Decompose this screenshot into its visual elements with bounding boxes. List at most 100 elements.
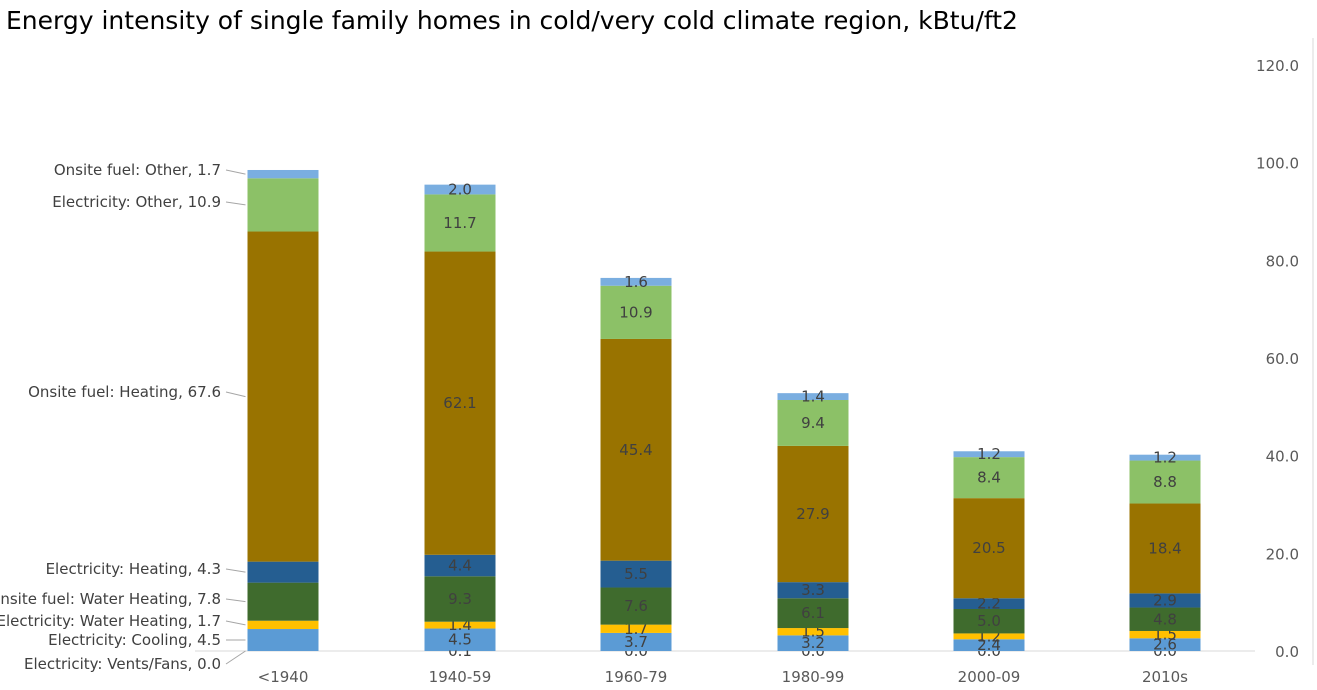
data-label: 2.0 <box>448 181 472 199</box>
data-label: 1.2 <box>977 445 1001 463</box>
bar-segment <box>1129 460 1201 504</box>
series-annotation: Electricity: Cooling, 4.5 <box>48 631 221 649</box>
data-label: 8.4 <box>977 469 1001 487</box>
annotation-leader-line <box>225 201 246 206</box>
bar-segment <box>777 393 849 400</box>
data-label: 20.5 <box>972 539 1005 557</box>
x-tick-label: <1940 <box>258 668 309 686</box>
y-tick-label: 40.0 <box>1266 448 1299 466</box>
data-label: 6.1 <box>801 604 825 622</box>
x-tick-label: 1980-99 <box>782 668 845 686</box>
annotation-leader-line <box>225 391 246 398</box>
annotation-leader-line <box>225 169 246 175</box>
y-tick-label: 80.0 <box>1266 252 1299 270</box>
bar-segment <box>247 620 319 630</box>
y-tick-label: 20.0 <box>1266 545 1299 563</box>
bar-segment <box>953 598 1025 610</box>
bar-segment <box>1129 454 1201 461</box>
chart-title: Energy intensity of single family homes … <box>6 6 1018 35</box>
bar-segment <box>953 609 1025 634</box>
series-annotation: Onsite fuel: Heating, 67.6 <box>28 383 221 401</box>
annotation-leader-line <box>225 620 246 626</box>
x-tick-label: 1940-59 <box>429 668 492 686</box>
bar-segment <box>953 639 1025 651</box>
data-label: 5.5 <box>624 565 648 583</box>
data-label: 2.2 <box>977 595 1001 613</box>
series-annotation: Electricity: Water Heating, 1.7 <box>0 612 221 630</box>
bar-segment <box>953 451 1025 458</box>
bar-segment <box>777 582 849 599</box>
data-label: 2.6 <box>1153 636 1177 654</box>
bar-segment <box>953 633 1025 640</box>
bar-segment <box>777 399 849 446</box>
data-label: 10.9 <box>619 303 652 321</box>
y-tick-label: 0.0 <box>1275 643 1299 661</box>
data-label: 27.9 <box>796 505 829 523</box>
data-label: 5.0 <box>977 612 1001 630</box>
data-label: 4.5 <box>448 631 472 649</box>
bar-segment <box>600 277 672 286</box>
bar-segment <box>424 576 496 622</box>
series-annotation: Onsite fuel: Other, 1.7 <box>54 161 221 179</box>
data-label: 3.7 <box>624 633 648 651</box>
data-label: 3.2 <box>801 634 825 652</box>
bar-segment <box>777 445 849 583</box>
bar-segment <box>247 561 319 583</box>
bar-segment <box>953 498 1025 599</box>
data-label: 1.2 <box>1153 449 1177 467</box>
bar-segment <box>247 231 319 562</box>
bar-segment <box>424 184 496 195</box>
y-tick-label: 120.0 <box>1256 57 1299 75</box>
data-label: 11.7 <box>443 214 476 232</box>
bar-segment <box>600 560 672 588</box>
bar-segment <box>600 624 672 633</box>
bar-segment <box>600 632 672 651</box>
bar-segment <box>1129 607 1201 631</box>
y-tick-label: 100.0 <box>1256 155 1299 173</box>
data-label: 2.9 <box>1153 591 1177 609</box>
data-label: 4.8 <box>1153 610 1177 628</box>
x-tick-label: 2000-09 <box>958 668 1021 686</box>
bar-segment <box>1129 593 1201 608</box>
annotation-leader-line <box>225 568 246 573</box>
x-tick-label: 1960-79 <box>605 668 668 686</box>
bar-segment <box>424 621 496 629</box>
bar-segment <box>777 598 849 629</box>
data-label: 1.4 <box>801 388 825 406</box>
series-annotation: Onsite fuel: Water Heating, 7.8 <box>0 590 221 608</box>
bar-segment <box>424 194 496 252</box>
series-annotation: Electricity: Other, 10.9 <box>52 193 221 211</box>
x-tick-label: 2010s <box>1142 668 1188 686</box>
bar-segment <box>424 628 496 651</box>
bar-segment <box>600 285 672 339</box>
bar-segment <box>247 169 319 179</box>
bar-segment <box>247 582 319 621</box>
y-tick-label: 60.0 <box>1266 350 1299 368</box>
data-label: 1.6 <box>624 273 648 291</box>
data-label: 7.6 <box>624 597 648 615</box>
bar-segment <box>600 587 672 625</box>
data-label: 62.1 <box>443 394 476 412</box>
series-annotation: Electricity: Heating, 4.3 <box>46 560 221 578</box>
bar-segment <box>424 554 496 577</box>
bar-segment <box>777 628 849 636</box>
data-label: 18.4 <box>1148 539 1181 557</box>
bar-segment <box>247 178 319 232</box>
data-label: 2.4 <box>977 636 1001 654</box>
data-label: 9.3 <box>448 590 472 608</box>
bar-segment <box>424 251 496 555</box>
data-label: 3.3 <box>801 581 825 599</box>
annotation-leader-line <box>225 650 246 665</box>
bar-segment <box>953 457 1025 499</box>
annotation-leader-line <box>225 598 246 603</box>
bar-segment <box>777 635 849 651</box>
data-label: 45.4 <box>619 441 652 459</box>
bar-segment <box>1129 630 1201 639</box>
data-label: 8.8 <box>1153 473 1177 491</box>
data-label: 4.4 <box>448 557 472 575</box>
series-annotation: Electricity: Vents/Fans, 0.0 <box>24 655 221 673</box>
data-label: 9.4 <box>801 414 825 432</box>
bar-segment <box>1129 503 1201 594</box>
bar-segment <box>247 629 319 651</box>
